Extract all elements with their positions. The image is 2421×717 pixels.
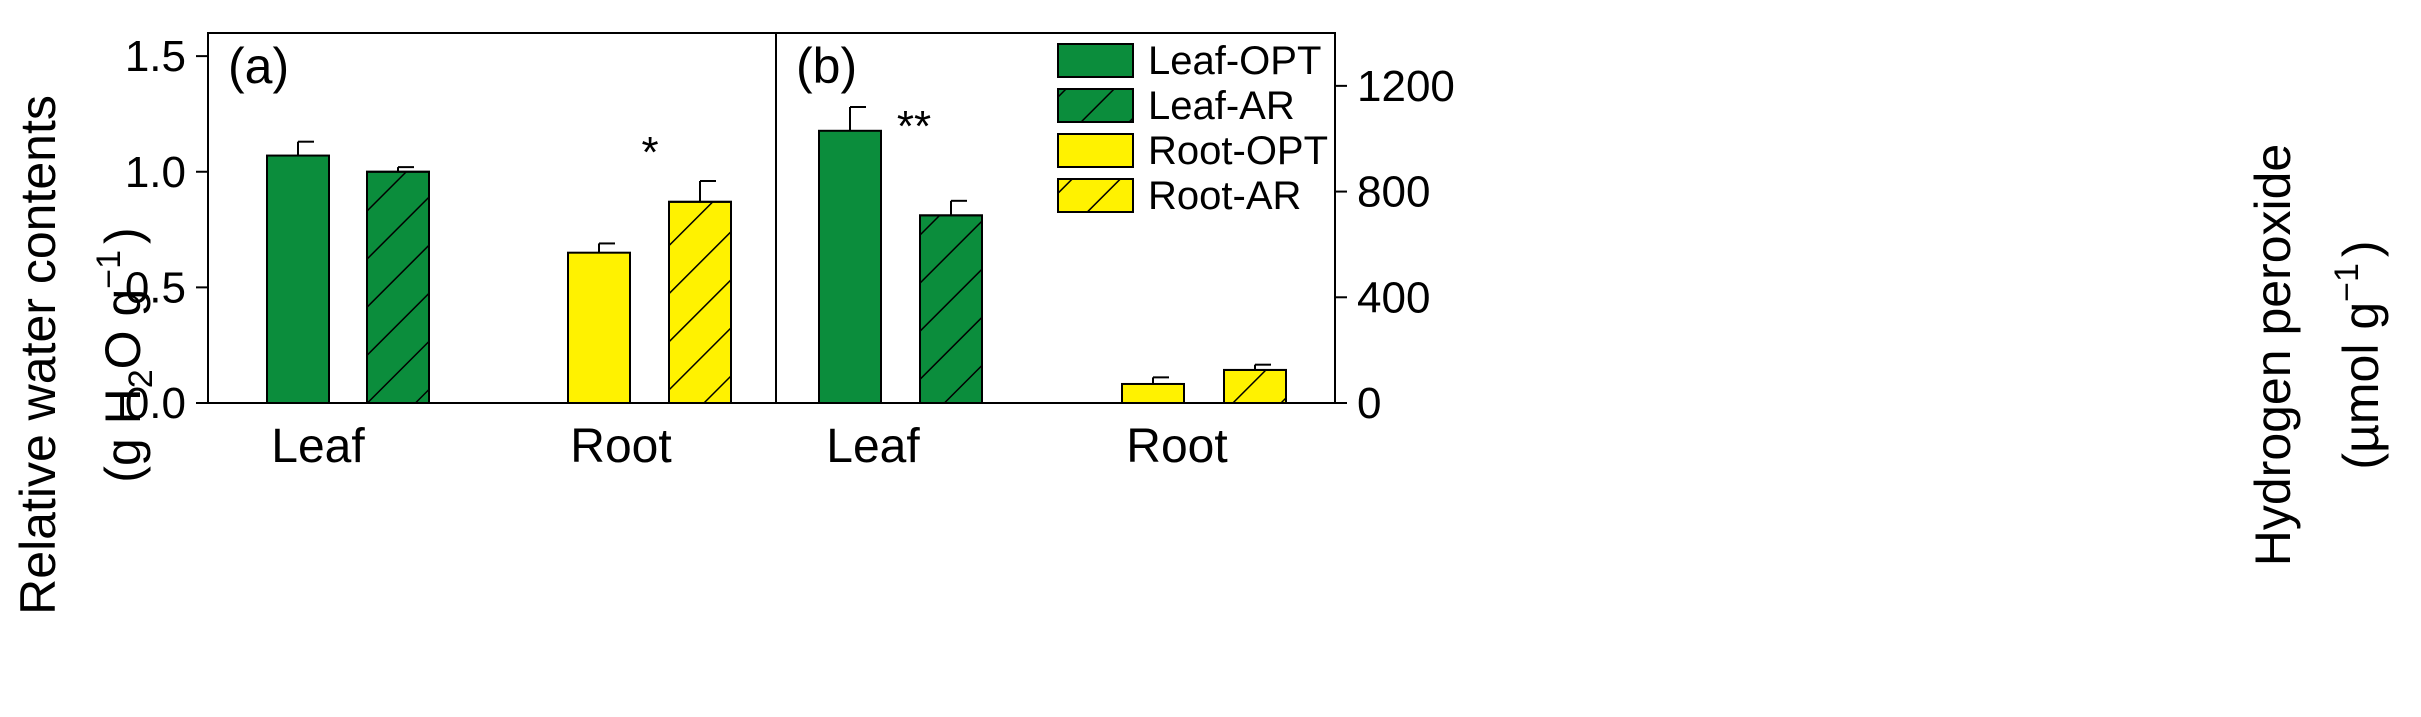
plot-frame (775, 32, 1336, 404)
bar-hatch-root_ar (668, 200, 732, 404)
left-axis-title-line2: (g H2O g−1) (90, 227, 160, 482)
right-axis-title: Hydrogen peroxide (µmol g−1) (2245, 144, 2389, 567)
right-axis-title-line2: (µmol g−1) (2328, 240, 2389, 469)
left-axis-title: Relative water contents (g H2O g−1) (10, 95, 160, 615)
panel-label: (a) (228, 38, 289, 94)
left-axis-title-line1: Relative water contents (10, 95, 66, 615)
significance-mark: ** (897, 102, 931, 151)
category-label: Leaf (826, 420, 920, 473)
legend-swatch-hatch-leaf_ar (1057, 88, 1134, 123)
bar-hatch-leaf_ar (366, 170, 430, 404)
bar-leaf_opt (818, 129, 882, 405)
bar-root_opt (1121, 382, 1185, 405)
y-tick-label: 800 (1357, 168, 1430, 217)
panel-a: 0.0 0.5 1.0 1.5 Leaf Root (a) * (125, 32, 777, 473)
panel-label: (b) (796, 38, 857, 94)
y-tick-label: 0.5 (125, 263, 186, 312)
y-tick-label: 1.5 (125, 32, 186, 81)
category-label: Root (1126, 420, 1227, 473)
bar-leaf_opt (266, 154, 330, 404)
legend-label: Root-AR (1148, 174, 1301, 218)
legend-swatch-hatch-root_ar (1057, 178, 1134, 213)
y-tick-label: 400 (1357, 273, 1430, 322)
y-tick-label: 1200 (1357, 62, 1455, 111)
legend-swatch-leaf_opt (1057, 43, 1134, 78)
significance-mark: * (641, 128, 658, 177)
y-tick-label: 1.0 (125, 148, 186, 197)
y-tick-label: 0.0 (125, 379, 186, 428)
legend-label: Leaf-OPT (1148, 39, 1321, 83)
legend-label: Root-OPT (1148, 129, 1328, 173)
category-label: Leaf (271, 420, 365, 473)
bar-root_opt (567, 251, 631, 404)
bar-hatch-leaf_ar (919, 214, 983, 404)
category-label: Root (570, 420, 671, 473)
right-axis-title-line1: Hydrogen peroxide (2245, 144, 2301, 567)
legend-label: Leaf-AR (1148, 84, 1295, 128)
legend-swatch-root_opt (1057, 133, 1134, 168)
bar-hatch-root_ar (1223, 368, 1287, 405)
y-tick-label: 0 (1357, 379, 1381, 428)
